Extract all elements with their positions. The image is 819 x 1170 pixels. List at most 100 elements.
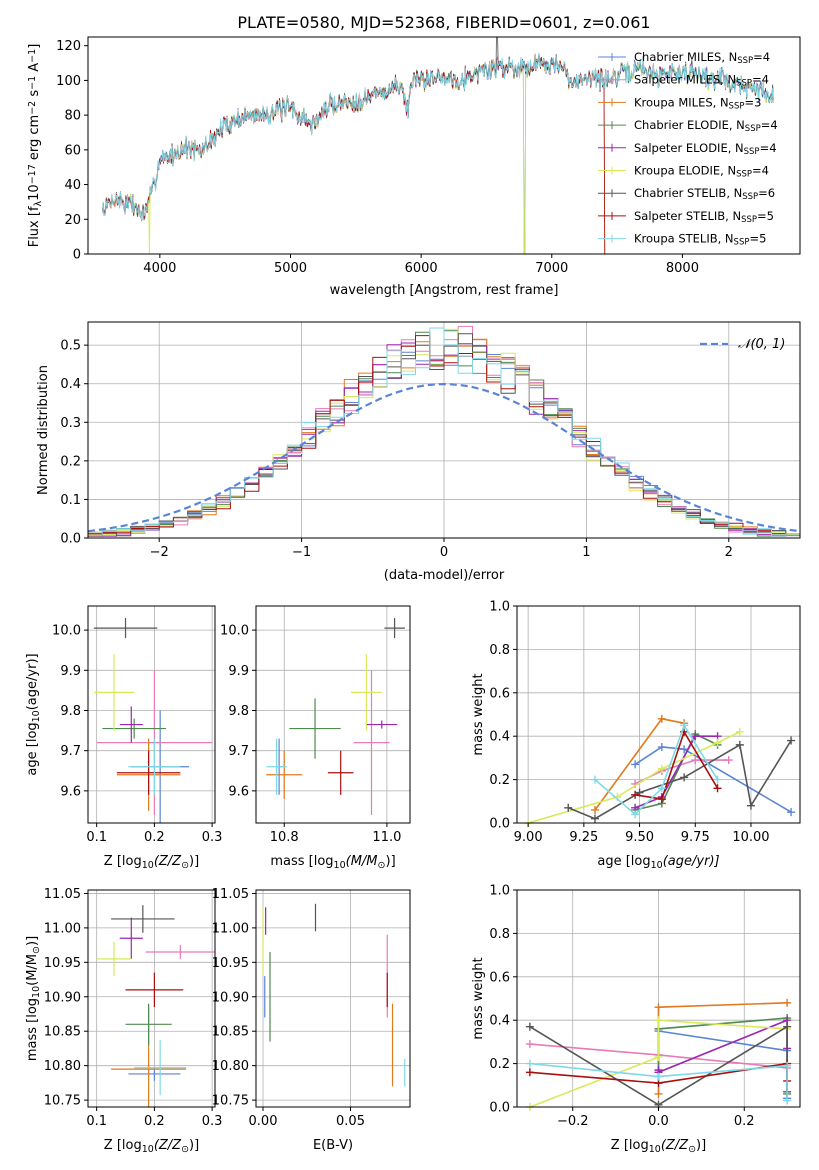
y-tick-label: 0.0 — [489, 1101, 510, 1116]
mass-weight-vs-age-panel: 9.00 9.25 9.50 9.75 10.00 0.0 0.2 0.4 0.6 0.8 1.0 a… — [471, 600, 801, 871]
legend-label: Salpeter ELODIE, NSSP=4 — [634, 141, 777, 157]
y-tick-label: 0.6 — [489, 970, 510, 985]
y-tick-label: 0.0 — [60, 532, 81, 547]
errorbar-kroupa-elodie — [350, 654, 382, 731]
series-line — [657, 1017, 788, 1094]
y-tick-label: 10.95 — [212, 956, 249, 971]
errorbar-kroupa-stelib — [134, 1040, 187, 1096]
x-axis-label: Z [log10(Z/Z⊙)] — [104, 854, 199, 871]
errorbar-salpeter-elodie — [366, 720, 398, 729]
series-marker — [654, 1016, 663, 1025]
series-marker — [735, 740, 744, 749]
x-axis-label: (data-model)/error — [384, 568, 505, 583]
y-tick-label: 10.75 — [44, 1094, 81, 1109]
series-marker — [787, 736, 796, 745]
spectrum-line-kroupa-miles — [102, 53, 606, 254]
errorbar-chabrier-elodie — [102, 718, 166, 739]
legend-label: Kroupa MILES, NSSP=3 — [634, 95, 761, 111]
mass-vs-metallicity-panel: 0.1 0.2 0.3 10.75 10.80 10.85 10.90 10.95 11.00 1… — [25, 887, 222, 1155]
y-axis-label: Normed distribution — [36, 365, 51, 495]
series-marker — [691, 732, 700, 741]
y-tick-label: 9.9 — [60, 664, 81, 679]
x-tick-label: 11.0 — [372, 830, 401, 845]
series-line — [634, 729, 719, 800]
series-marker — [657, 795, 666, 804]
series-marker — [713, 775, 722, 784]
series-marker — [680, 721, 689, 730]
legend-label: Kroupa STELIB, NSSP=5 — [634, 232, 766, 248]
y-tick-label: 0.5 — [60, 339, 81, 354]
y-tick-label: 10.80 — [212, 1059, 249, 1074]
y-tick-label: 11.00 — [212, 921, 249, 936]
x-tick-label: 2 — [725, 545, 733, 560]
y-tick-label: 60 — [64, 143, 81, 158]
errorbar-kroupa-miles — [266, 750, 303, 799]
legend-label: Kroupa ELODIE, NSSP=4 — [634, 164, 769, 180]
series-marker — [680, 745, 689, 754]
axes-frame — [255, 605, 411, 824]
series-line — [529, 1025, 788, 1106]
series-marker — [680, 773, 689, 782]
x-tick-label: 0.2 — [144, 1114, 165, 1129]
y-tick-label: 9.8 — [228, 704, 249, 719]
series-marker — [631, 790, 640, 799]
x-tick-label: 9.75 — [681, 830, 710, 845]
y-tick-label: 10.80 — [44, 1059, 81, 1074]
series-marker — [657, 743, 666, 752]
y-tick-label: 0.2 — [489, 1057, 510, 1072]
y-tick-label: 11.05 — [44, 887, 81, 902]
weight-series-chabrier-miles — [631, 743, 796, 817]
y-axis-label: mass weight — [471, 673, 486, 755]
x-tick-label: 6000 — [405, 261, 438, 276]
series-marker — [691, 756, 700, 765]
x-tick-label: 4000 — [143, 261, 176, 276]
y-tick-label: 0.6 — [489, 686, 510, 701]
y-tick-label: 10.90 — [212, 990, 249, 1005]
errorbar-salpeter-elodie — [119, 706, 143, 743]
series-marker — [590, 814, 599, 823]
series-marker — [657, 764, 666, 773]
y-tick-label: 0.2 — [489, 773, 510, 788]
y-tick-label: 0.1 — [60, 493, 81, 508]
x-tick-label: 8000 — [666, 261, 699, 276]
y-tick-label: 9.9 — [228, 664, 249, 679]
x-tick-label: 9.00 — [514, 830, 543, 845]
legend-label: Chabrier STELIB, NSSP=6 — [634, 186, 775, 202]
errorbar-salpeter-miles — [145, 945, 215, 959]
age-vs-metallicity-panel: 0.1 0.2 0.3 9.6 9.7 9.8 9.9 10.0 Z [log10(Z/Z⊙)]… — [25, 605, 222, 871]
series-marker — [713, 738, 722, 747]
y-tick-label: 10.85 — [44, 1025, 81, 1040]
x-tick-label: −2 — [150, 545, 169, 560]
series-line — [529, 1062, 788, 1101]
y-tick-label: 0.4 — [489, 1014, 510, 1029]
legend-label: 𝒩(0, 1) — [738, 337, 785, 352]
x-axis-label: E(B-V) — [313, 1138, 353, 1153]
x-axis-label: Z [log10(Z/Z⊙)] — [611, 1138, 706, 1155]
spectrum-legend: Chabrier MILES, NSSP=4 Salpeter MILES, NS… — [598, 50, 778, 248]
x-axis-label: mass [log10(M/M⊙)] — [270, 854, 395, 871]
series-marker — [713, 784, 722, 793]
weight-series-chabrier-miles — [654, 1027, 792, 1103]
axes-frame — [87, 36, 801, 255]
errorbar-kroupa-stelib — [266, 738, 287, 795]
series-marker — [783, 1096, 792, 1105]
x-tick-label: −1 — [292, 545, 311, 560]
series-line — [634, 732, 718, 811]
legend-label: Salpeter MILES, NSSP=4 — [634, 73, 769, 89]
x-tick-label: 9.50 — [625, 830, 654, 845]
axes-frame — [87, 605, 216, 824]
errorbar-chabrier-stelib — [93, 618, 158, 639]
series-marker — [654, 1053, 663, 1062]
series-line — [594, 723, 719, 816]
y-axis-label: age [log10(age/yr)] — [25, 653, 42, 775]
x-tick-label: 0 — [440, 545, 448, 560]
series-marker — [735, 727, 744, 736]
axes-frame — [255, 889, 411, 1108]
y-tick-label: 10.75 — [212, 1094, 249, 1109]
x-tick-label: 0.2 — [734, 1114, 755, 1129]
x-tick-label: 0.2 — [144, 830, 165, 845]
spectrum-line-salpeter-stelib — [102, 54, 606, 254]
spectrum-panel: 4000 5000 6000 7000 8000 0 20 40 60 80 100 120 wavel… — [27, 36, 801, 298]
weight-series-kroupa-stelib — [525, 1059, 792, 1105]
x-axis-label: wavelength [Angstrom, rest frame] — [330, 283, 559, 298]
